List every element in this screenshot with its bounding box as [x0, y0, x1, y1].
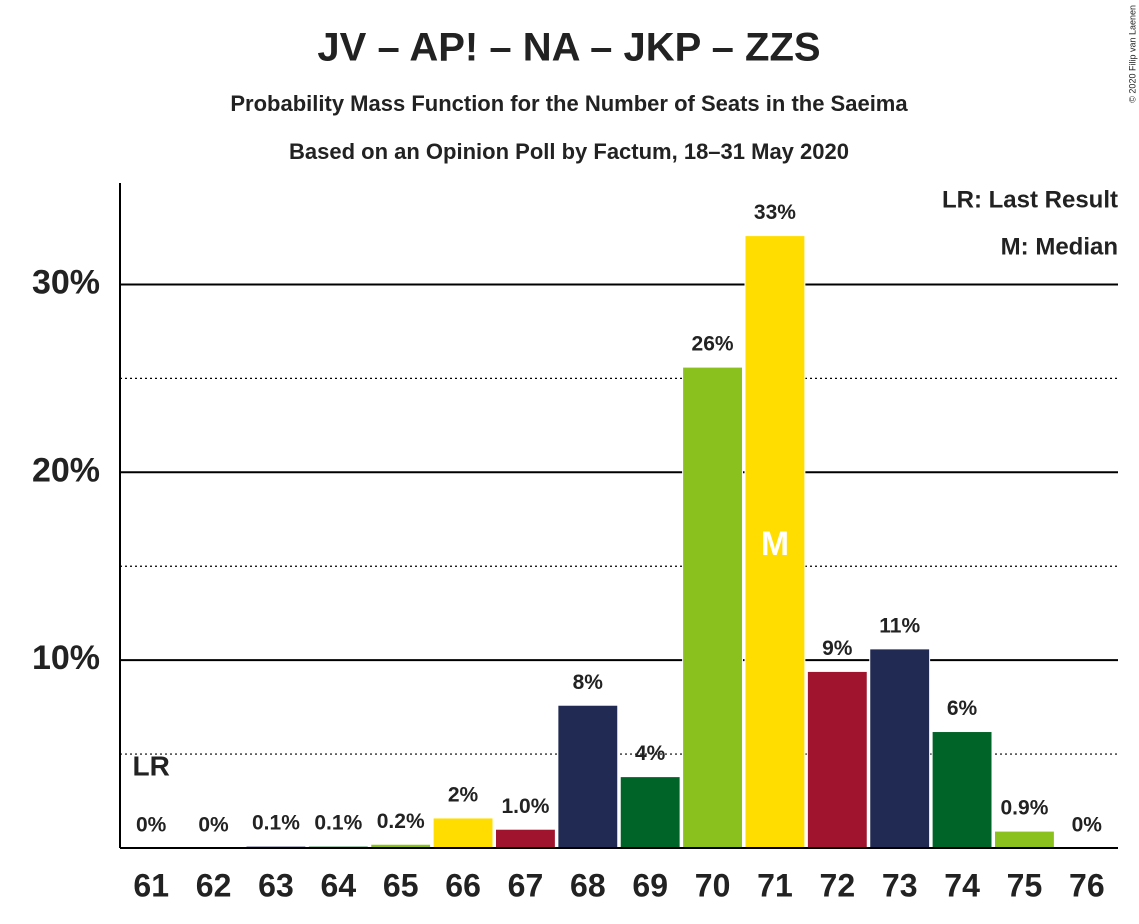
x-tick-label: 63	[258, 867, 294, 903]
x-tick-label: 69	[632, 867, 668, 903]
value-label: 2%	[448, 783, 479, 806]
x-tick-label: 61	[133, 867, 169, 903]
x-tick-label: 64	[321, 867, 357, 903]
last-result-marker: LR	[133, 750, 170, 781]
bar	[494, 828, 556, 849]
value-label: 8%	[573, 671, 604, 694]
y-tick-label: 10%	[32, 639, 100, 677]
value-label: 0.9%	[1001, 797, 1049, 820]
value-label: 0%	[136, 814, 167, 837]
value-label: 1.0%	[502, 795, 550, 818]
copyright: © 2020 Filip van Laenen	[1127, 5, 1137, 103]
value-label: 4%	[635, 742, 666, 765]
value-label: 26%	[692, 333, 734, 356]
y-tick-label: 30%	[32, 263, 100, 301]
legend-entry: M: Median	[1001, 233, 1118, 260]
value-label: 0.2%	[377, 810, 425, 833]
x-tick-label: 76	[1069, 867, 1105, 903]
value-label: 6%	[947, 697, 978, 720]
bar	[993, 830, 1055, 849]
legend-entry: LR: Last Result	[942, 186, 1118, 213]
x-tick-label: 70	[695, 867, 731, 903]
value-label: 0%	[1072, 814, 1103, 837]
x-tick-label: 67	[508, 867, 544, 903]
value-label: 33%	[754, 201, 796, 224]
value-label: 0%	[198, 814, 229, 837]
x-tick-label: 73	[882, 867, 918, 903]
chart-title: JV – AP! – NA – JKP – ZZS	[317, 26, 820, 70]
x-tick-label: 65	[383, 867, 419, 903]
chart-subtitle: Probability Mass Function for the Number…	[230, 91, 908, 116]
median-marker: M	[761, 525, 789, 563]
bar	[744, 235, 806, 849]
x-tick-label: 66	[445, 867, 481, 903]
x-tick-label: 71	[757, 867, 793, 903]
x-tick-label: 68	[570, 867, 606, 903]
value-label: 0.1%	[252, 812, 300, 835]
chart-subtitle: Based on an Opinion Poll by Factum, 18–3…	[289, 139, 849, 164]
x-tick-label: 74	[944, 867, 980, 903]
bar	[432, 817, 494, 849]
bar	[869, 648, 931, 849]
x-tick-label: 75	[1007, 867, 1043, 903]
bar	[682, 366, 744, 849]
x-tick-label: 72	[820, 867, 856, 903]
value-label: 0.1%	[314, 812, 362, 835]
bar	[931, 731, 993, 849]
bar	[557, 704, 619, 849]
x-tick-label: 62	[196, 867, 232, 903]
y-tick-label: 20%	[32, 451, 100, 489]
value-label: 9%	[822, 637, 853, 660]
bar	[806, 670, 868, 849]
value-label: 11%	[879, 614, 920, 637]
bar	[619, 776, 681, 849]
